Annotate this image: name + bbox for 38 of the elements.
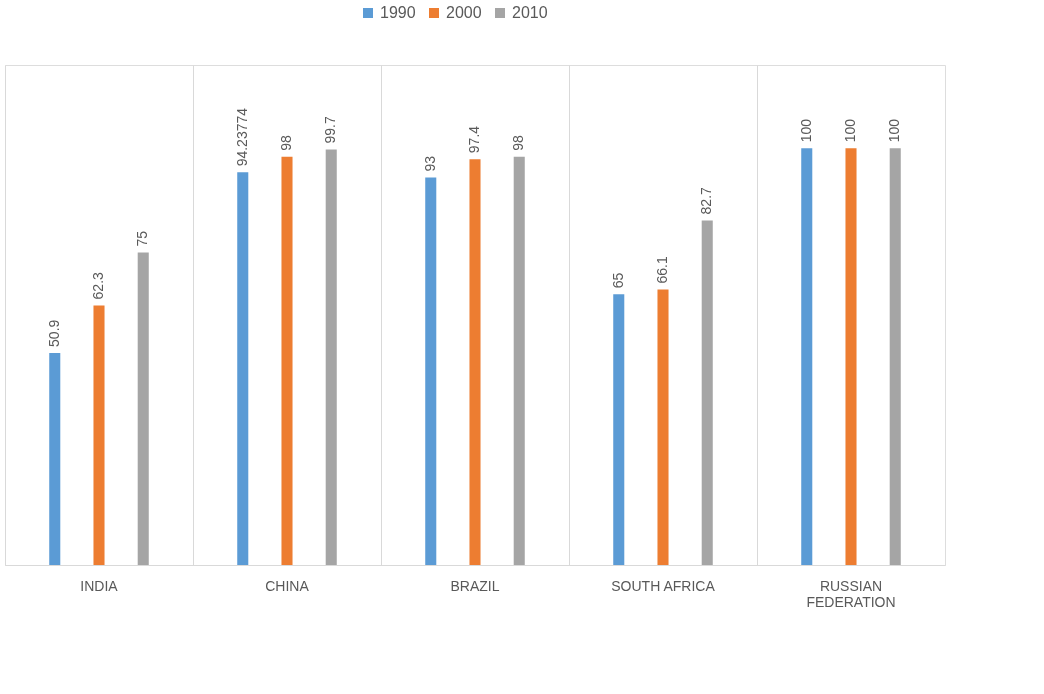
data-label: 66.1 (654, 256, 670, 284)
bar (801, 148, 813, 565)
bar (657, 289, 669, 565)
x-tick-label: INDIA (80, 577, 119, 594)
bar (137, 252, 149, 565)
data-label: 82.7 (698, 186, 715, 215)
legend-label: 2000 (446, 4, 482, 21)
bar (281, 156, 293, 565)
bar (237, 172, 249, 565)
bar (513, 156, 525, 565)
data-label: 65 (609, 272, 626, 289)
bar (325, 149, 337, 565)
data-label: 100 (886, 118, 903, 143)
legend-label: 2010 (512, 4, 548, 21)
bar (93, 305, 105, 565)
data-label: 99.7 (322, 116, 339, 144)
data-label: 100 (797, 118, 814, 143)
bar (613, 294, 625, 565)
data-label: 50.9 (45, 319, 62, 347)
bar (49, 352, 61, 565)
x-tick-label: CHINA (265, 577, 310, 594)
bar (845, 148, 857, 565)
bar (701, 220, 713, 565)
legend-label: 1990 (380, 4, 416, 21)
data-label: 94.23774 (233, 107, 250, 167)
data-label: 62.3 (90, 271, 106, 300)
x-tick-label: BRAZIL (450, 577, 500, 594)
data-label: 100 (842, 118, 858, 143)
bar (889, 148, 901, 565)
x-tick-label: SOUTH AFRICA (611, 577, 716, 594)
bar (425, 177, 437, 565)
data-label: 97.4 (466, 125, 482, 154)
data-label: 98 (510, 134, 527, 151)
data-label: 75 (134, 230, 151, 247)
data-label: 98 (278, 134, 294, 151)
data-label: 93 (421, 155, 438, 172)
bar (469, 159, 481, 565)
x-tick-label: RUSSIAN FEDERATION (806, 577, 896, 610)
